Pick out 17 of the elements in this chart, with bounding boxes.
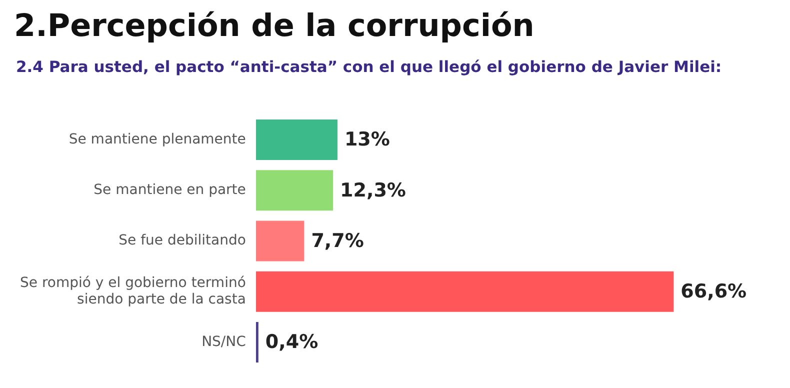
y-tick-label: Se rompió y el gobierno terminó siendo parte de la casta bbox=[20, 274, 246, 308]
data-label: 13% bbox=[344, 128, 390, 151]
y-tick-label: Se mantiene plenamente bbox=[68, 131, 246, 148]
bar bbox=[256, 271, 674, 312]
data-label: 12,3% bbox=[340, 179, 406, 202]
chart-title: 2.Percepción de la corrupción bbox=[14, 8, 534, 44]
data-label: 0,4% bbox=[265, 331, 318, 354]
bar bbox=[256, 170, 334, 211]
data-label: 66,6% bbox=[680, 280, 747, 303]
bar bbox=[256, 322, 258, 363]
bar bbox=[256, 119, 338, 160]
y-tick-label: Se fue debilitando bbox=[118, 232, 246, 249]
y-tick-label: Se mantiene en parte bbox=[94, 182, 246, 198]
y-tick-label: NS/NC bbox=[202, 334, 246, 350]
chart-subtitle: 2.4 Para usted, el pacto “anti-casta” con el que llegó el gobierno de Javier Milei: bbox=[16, 58, 722, 76]
data-label: 7,7% bbox=[311, 230, 364, 252]
bar bbox=[256, 220, 304, 262]
